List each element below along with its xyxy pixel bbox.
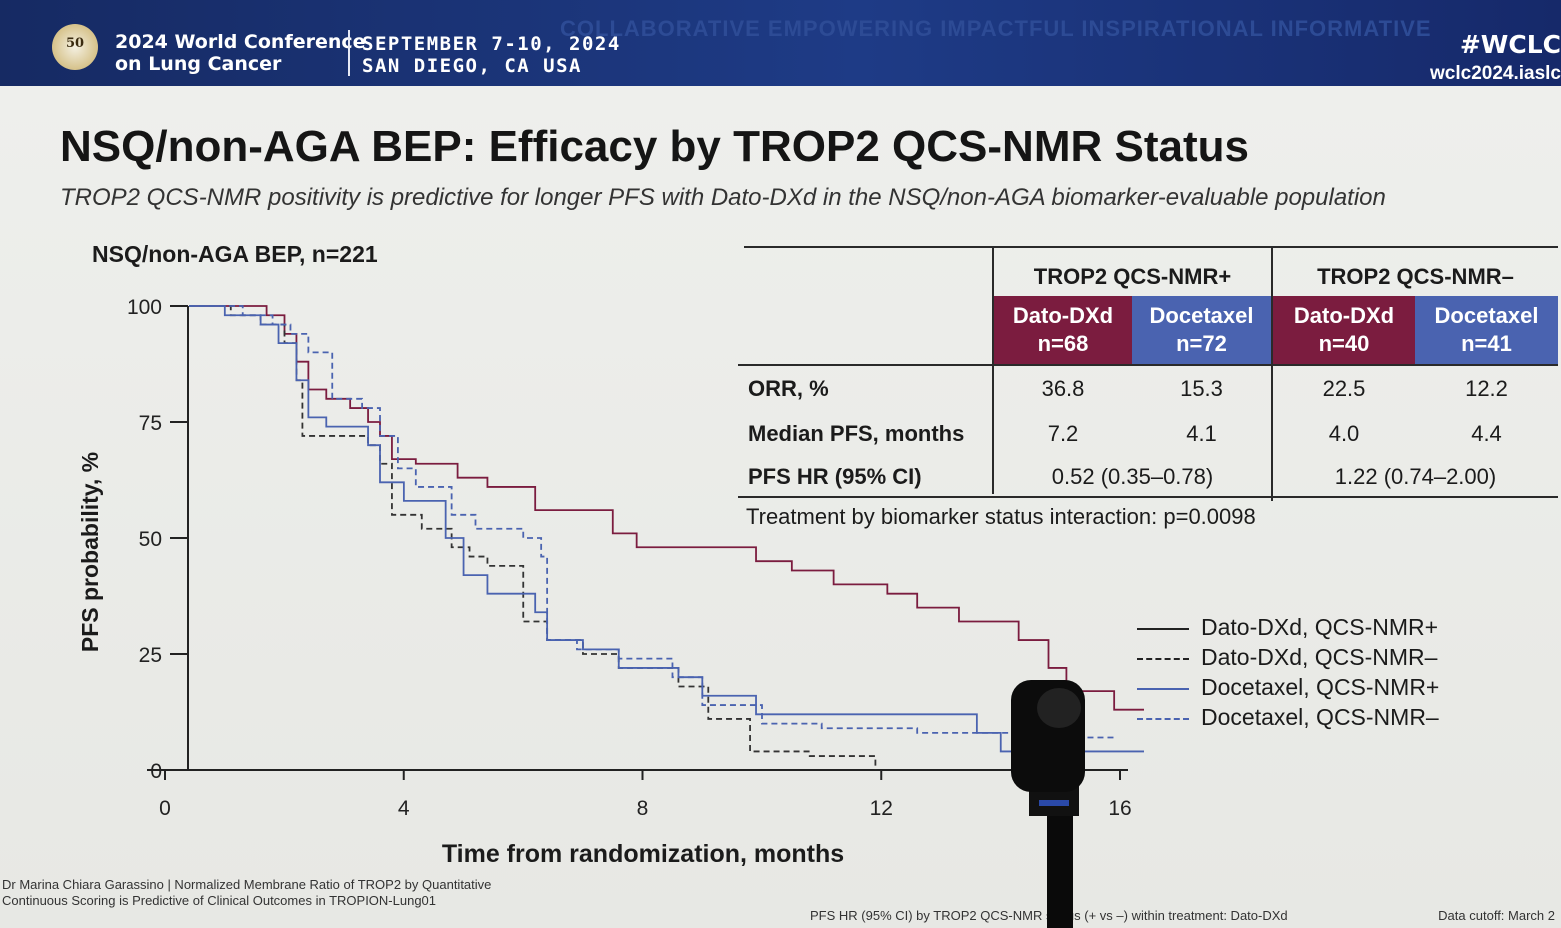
camera-icon	[1011, 680, 1085, 928]
arm-n: n=41	[1461, 331, 1512, 356]
interaction-note: Treatment by biomarker status interactio…	[746, 504, 1256, 529]
pfs-dato-negative: 4.0	[1328, 421, 1360, 446]
arm-n: n=72	[1176, 331, 1227, 356]
group-header-positive: TROP2 QCS-NMR+	[1033, 264, 1232, 289]
conference-name-line1: 2024 World Conference	[115, 31, 366, 53]
table-top-rule	[744, 246, 1558, 248]
conference-date-line: SEPTEMBER 7-10, 2024	[362, 33, 621, 55]
km-series-line	[189, 305, 1144, 753]
pfs-docetaxel-positive: 4.1	[1186, 421, 1217, 446]
legend-swatch	[1137, 718, 1189, 720]
orr-docetaxel-negative: 12.2	[1465, 376, 1508, 401]
y-tick-label: 0	[150, 760, 162, 783]
arm-header-docetaxel-positive: Docetaxel n=72	[1132, 296, 1271, 364]
hr-positive: 0.52 (0.35–0.78)	[1051, 464, 1214, 489]
legend-label: Docetaxel, QCS-NMR+	[1201, 674, 1440, 700]
pfs-dato-positive: 7.2	[1047, 421, 1079, 446]
conference-name: 2024 World Conference on Lung Cancer	[115, 31, 366, 75]
citation-line: Continuous Scoring is Predictive of Clin…	[2, 893, 437, 908]
conference-banner: COLLABORATIVE EMPOWERING IMPACTFUL INSPI…	[0, 0, 1561, 86]
data-cutoff: Data cutoff: March 2	[1438, 908, 1555, 923]
arm-header-docetaxel-negative: Docetaxel n=41	[1415, 296, 1558, 364]
legend-label: Docetaxel, QCS-NMR–	[1201, 704, 1439, 730]
x-tick-label: 8	[637, 797, 649, 820]
row-label-median-pfs: Median PFS, months	[748, 421, 965, 446]
legend-swatch	[1137, 628, 1189, 630]
table-bottom-rule	[738, 496, 1558, 498]
arm-header-dato-negative: Dato-DXd n=40	[1273, 296, 1415, 364]
orr-docetaxel-positive: 15.3	[1180, 376, 1223, 401]
table-divider-left	[992, 246, 994, 494]
legend-label: Dato-DXd, QCS-NMR–	[1201, 644, 1438, 670]
x-tick-label: 4	[398, 797, 410, 820]
group-header-negative: TROP2 QCS-NMR–	[1317, 264, 1514, 289]
slide-subtitle: TROP2 QCS-NMR positivity is predictive f…	[60, 184, 1386, 211]
conference-location-line: SAN DIEGO, CA USA	[362, 55, 582, 77]
x-axis-label: Time from randomization, months	[442, 840, 844, 868]
table-divider-right	[1271, 246, 1273, 501]
arm-header-dato-positive: Dato-DXd n=68	[994, 296, 1132, 364]
slide-title: NSQ/non-AGA BEP: Efficacy by TROP2 QCS-N…	[60, 122, 1249, 171]
conference-name-line2: on Lung Cancer	[115, 53, 282, 75]
banner-watermark: COLLABORATIVE EMPOWERING IMPACTFUL INSPI…	[560, 16, 1432, 41]
pfs-docetaxel-negative: 4.4	[1471, 421, 1502, 446]
row-label-orr: ORR, %	[748, 376, 829, 401]
legend-swatch	[1137, 658, 1189, 660]
chart-title: NSQ/non-AGA BEP, n=221	[92, 241, 378, 267]
efficacy-table: TROP2 QCS-NMR+ TROP2 QCS-NMR– Dato-DXd n…	[738, 246, 1558, 581]
iaslc-50-logo-icon: 50	[52, 24, 98, 70]
conference-website: wclc2024.iaslc	[1430, 63, 1561, 84]
legend-swatch	[1137, 688, 1189, 690]
km-series-line	[189, 305, 1115, 739]
hr-negative: 1.22 (0.74–2.00)	[1334, 464, 1497, 489]
citation-line: Dr Marina Chiara Garassino | Normalized …	[2, 877, 492, 892]
chart-axes: 0 25 50 75 100 0 4 8 12 16	[127, 296, 1132, 820]
y-axis-label: PFS probability, %	[77, 452, 103, 652]
arm-name: Dato-DXd	[1012, 303, 1114, 328]
conference-dates: SEPTEMBER 7-10, 2024 SAN DIEGO, CA USA	[362, 33, 621, 77]
logo-text: 50	[65, 36, 85, 51]
row-label-hr: PFS HR (95% CI)	[748, 464, 922, 489]
citation: Dr Marina Chiara Garassino | Normalized …	[2, 877, 491, 909]
arm-name: Docetaxel	[1149, 303, 1254, 328]
x-tick-label: 0	[159, 797, 171, 820]
x-tick-label: 16	[1108, 797, 1131, 820]
arm-n: n=68	[1037, 331, 1089, 356]
arm-name: Dato-DXd	[1293, 303, 1395, 328]
banner-divider	[348, 30, 350, 76]
y-tick-label: 50	[139, 528, 162, 551]
x-tick-label: 12	[870, 797, 893, 820]
arm-n: n=40	[1318, 331, 1370, 356]
orr-dato-negative: 22.5	[1322, 376, 1366, 401]
y-tick-label: 100	[127, 296, 162, 319]
km-curves	[189, 305, 1144, 770]
conference-hashtag: #WCLC	[1459, 30, 1561, 59]
orr-dato-positive: 36.8	[1041, 376, 1085, 401]
table-header-rule	[738, 364, 1558, 366]
legend-label: Dato-DXd, QCS-NMR+	[1201, 614, 1439, 640]
y-tick-label: 25	[139, 644, 162, 667]
y-tick-label: 75	[139, 412, 162, 435]
arm-name: Docetaxel	[1434, 303, 1539, 328]
slide: NSQ/non-AGA BEP: Efficacy by TROP2 QCS-N…	[0, 86, 1561, 928]
